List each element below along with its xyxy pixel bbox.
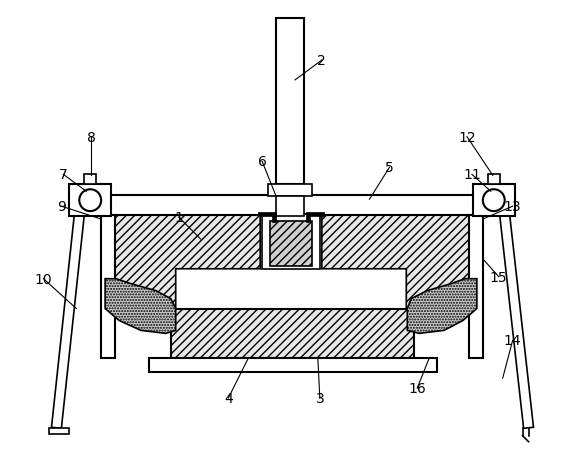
Text: 11: 11 — [463, 168, 481, 182]
Polygon shape — [258, 213, 276, 223]
Text: 6: 6 — [258, 155, 267, 169]
Polygon shape — [105, 215, 260, 321]
Text: 10: 10 — [35, 272, 52, 286]
Text: 9: 9 — [57, 200, 66, 214]
Polygon shape — [306, 213, 324, 223]
Polygon shape — [407, 279, 477, 334]
Polygon shape — [500, 215, 534, 428]
Bar — [469, 216, 483, 358]
Bar — [84, 175, 96, 185]
Text: 7: 7 — [59, 168, 68, 182]
Bar — [488, 175, 500, 185]
Text: 5: 5 — [385, 161, 394, 175]
Bar — [276, 197, 304, 217]
Polygon shape — [51, 215, 84, 428]
Text: 15: 15 — [490, 270, 508, 284]
Polygon shape — [262, 215, 320, 269]
Text: 12: 12 — [458, 130, 475, 144]
Bar — [149, 358, 437, 372]
Bar — [276, 19, 304, 185]
Polygon shape — [105, 279, 176, 334]
Text: 1: 1 — [174, 211, 183, 224]
Bar — [473, 185, 514, 217]
Bar — [49, 428, 69, 434]
Text: 4: 4 — [224, 391, 233, 405]
Polygon shape — [322, 215, 477, 321]
Bar — [79, 196, 507, 216]
Bar — [69, 185, 111, 217]
Text: 14: 14 — [504, 334, 521, 347]
Text: 3: 3 — [315, 391, 324, 405]
Bar — [270, 222, 312, 266]
Bar — [101, 216, 115, 358]
Text: 2: 2 — [317, 54, 326, 68]
Text: 13: 13 — [504, 200, 521, 214]
Bar — [171, 309, 414, 358]
Bar — [268, 185, 312, 197]
Text: 16: 16 — [409, 381, 426, 395]
Text: 8: 8 — [87, 130, 95, 144]
